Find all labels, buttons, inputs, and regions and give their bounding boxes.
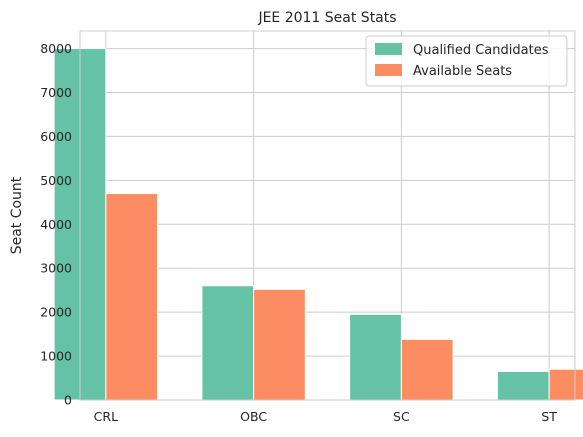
legend-box [365, 35, 568, 87]
y-tick-label: 3000 [40, 261, 72, 276]
y-axis-label: Seat Count [9, 176, 25, 254]
x-tick-label: SC [393, 409, 410, 424]
plot-frame [79, 30, 576, 401]
y-tick-label: 7000 [40, 85, 72, 100]
bar-qualified-obc [201, 285, 255, 401]
bar-qualified-st [496, 370, 550, 401]
grid-lines [80, 31, 575, 401]
legend-label: Qualified Candidates [413, 43, 549, 58]
legend-swatch [375, 64, 402, 76]
chart-title: JEE 2011 Seat Stats [257, 10, 396, 26]
bar-qualified-sc [349, 313, 402, 401]
x-tick-label: OBC [240, 409, 267, 424]
y-tick-label: 5000 [40, 173, 72, 188]
y-tick-label: 0 [64, 393, 72, 408]
y-tick-label: 8000 [40, 41, 72, 56]
y-tick-label: 6000 [40, 129, 72, 144]
bar-available-sc [400, 338, 454, 401]
bar-available-st [548, 368, 583, 401]
y-tick-label: 2000 [40, 305, 72, 320]
x-tick-label: CRL [94, 409, 118, 424]
tick-labels: 0 1000 2000 3000 4000 5000 6000 7000 8000 CRL OBC S… [40, 41, 557, 424]
bar-available-obc [253, 288, 306, 401]
bars [53, 48, 583, 401]
y-tick-label: 4000 [40, 217, 72, 232]
legend-label: Available Seats [413, 64, 512, 79]
bar-available-crl [105, 193, 159, 401]
y-tick-label: 1000 [40, 349, 72, 364]
legend: Qualified Candidates Available Seats [365, 35, 568, 87]
x-tick-label: ST [541, 409, 557, 424]
legend-swatch [375, 43, 402, 55]
